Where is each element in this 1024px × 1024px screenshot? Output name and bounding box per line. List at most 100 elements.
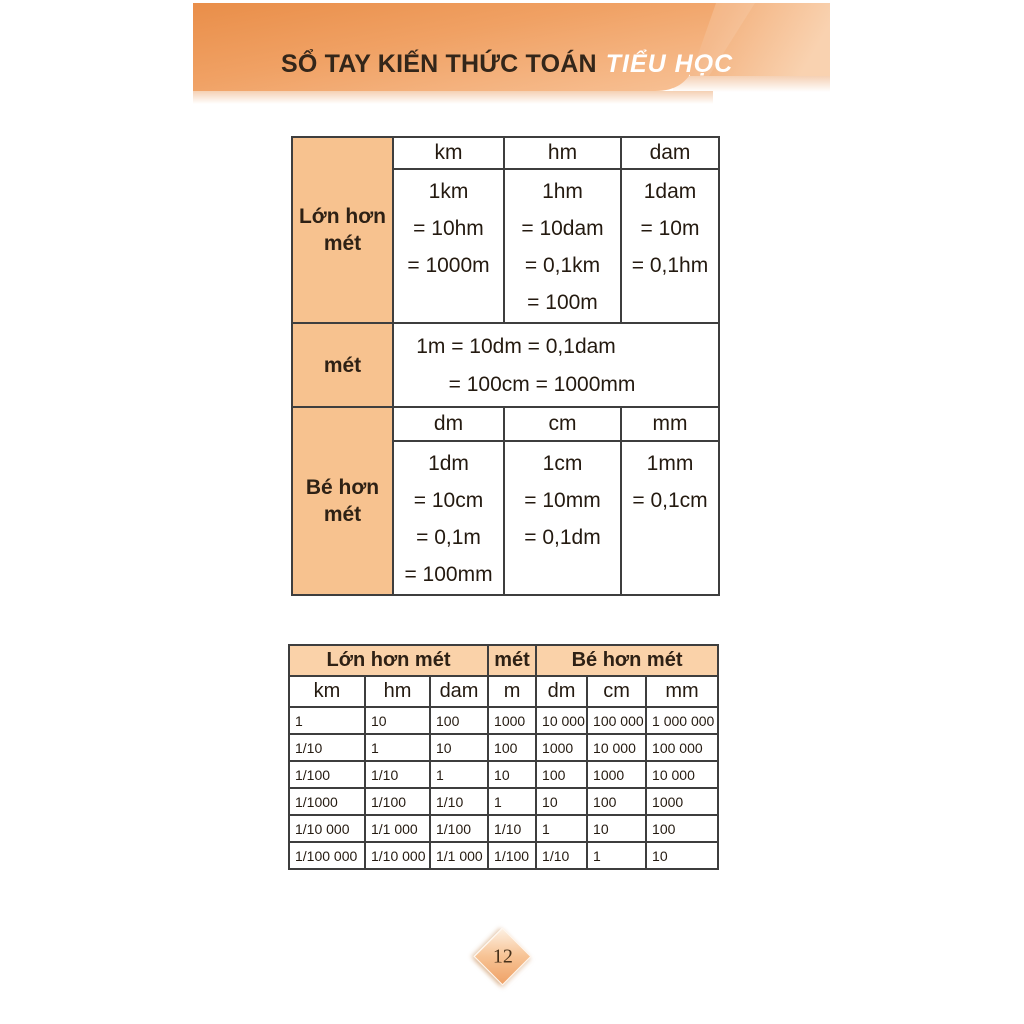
matrix-cell: 1 — [364, 733, 431, 762]
banner-ribbon-main — [193, 3, 716, 91]
matrix-cell: 1/10 — [364, 760, 431, 789]
matrix-cell: 1/100 — [288, 760, 366, 789]
conversion-line: 1dm — [428, 452, 469, 475]
matrix-cell: 100 000 — [645, 733, 720, 762]
header-banner: SỔ TAY KIẾN THỨC TOÁN TIỂU HỌC — [193, 0, 830, 108]
conversion-line: = 1000m — [407, 254, 490, 277]
matrix-row: 1/100 1/10 1 10 100 1000 10 000 — [288, 760, 720, 789]
matrix-unit-cm: cm — [586, 675, 648, 708]
conversion-cell-cm: 1cm = 10mm = 0,1dm — [503, 440, 622, 596]
conversion-line: 1km — [428, 180, 469, 203]
matrix-cell: 100 — [586, 787, 648, 816]
conversion-cell-meter: 1m = 10dm = 0,1dam = 100cm = 1000mm — [392, 322, 720, 408]
page-title-accent: TIỂU HỌC — [605, 50, 734, 78]
matrix-cell: 1000 — [586, 760, 648, 789]
unit-header-dm: dm — [392, 406, 505, 442]
matrix-cell: 100 000 — [586, 706, 648, 735]
page-number: 12 — [492, 945, 513, 967]
matrix-cell: 1/1000 — [288, 787, 366, 816]
matrix-cell: 10 — [645, 841, 720, 870]
matrix-cell: 1/10 — [288, 733, 366, 762]
matrix-row: 1/10 1 10 100 1000 10 000 100 000 — [288, 733, 720, 762]
unit-header-cm: cm — [503, 406, 622, 442]
group-label-meter: mét — [291, 322, 394, 408]
matrix-row: 1 10 100 1000 10 000 100 000 1 000 000 — [288, 706, 720, 735]
matrix-cell: 1000 — [645, 787, 720, 816]
matrix-cell: 1 — [428, 760, 490, 789]
conversion-cell-hm: 1hm = 10dam = 0,1km = 100m — [503, 168, 622, 324]
matrix-group-meter: mét — [487, 644, 538, 677]
matrix-cell: 1/100 — [487, 841, 538, 870]
matrix-cell: 1/10 — [535, 841, 589, 870]
conversion-cell-dam: 1dam = 10m = 0,1hm — [620, 168, 720, 324]
conversion-line: 1m = 10dm = 0,1dam — [416, 335, 616, 358]
conversion-line: = 100m — [527, 291, 598, 314]
matrix-cell: 1 — [487, 787, 538, 816]
matrix-unit-m: m — [487, 675, 538, 708]
conversion-line: = 10dam — [521, 217, 604, 240]
matrix-row: 1/100 000 1/10 000 1/1 000 1/100 1/10 1 … — [288, 841, 720, 870]
matrix-cell: 10 000 — [535, 706, 589, 735]
matrix-cell: 1 — [288, 706, 366, 735]
matrix-cell: 1/1 000 — [364, 814, 431, 843]
banner-ribbon-light — [690, 3, 830, 76]
matrix-cell: 100 — [487, 733, 538, 762]
matrix-unit-hm: hm — [364, 675, 431, 708]
conversion-line: = 0,1m — [416, 526, 481, 549]
matrix-cell: 1/100 000 — [288, 841, 366, 870]
matrix-cell: 10 — [586, 814, 648, 843]
conversion-line: = 10mm — [524, 489, 601, 512]
matrix-cell: 1/1 000 — [428, 841, 490, 870]
conversion-line: = 0,1cm — [632, 489, 708, 512]
conversion-cell-mm: 1mm = 0,1cm — [620, 440, 720, 596]
matrix-group-smaller-than-meter: Bé hơn mét — [535, 644, 720, 677]
page-number-badge: 12 — [473, 927, 532, 986]
conversion-line: = 100cm = 1000mm — [448, 373, 636, 396]
conversion-line: = 0,1km — [524, 254, 601, 277]
conversion-cell-km: 1km = 10hm = 1000m — [392, 168, 505, 324]
conversion-line: 1hm — [542, 180, 583, 203]
matrix-unit-mm: mm — [645, 675, 720, 708]
page-title-main: SỔ TAY KIẾN THỨC TOÁN — [281, 50, 597, 78]
unit-header-hm: hm — [503, 136, 622, 170]
matrix-cell: 100 — [535, 760, 589, 789]
matrix-cell: 1/10 000 — [364, 841, 431, 870]
matrix-row: 1/10 000 1/1 000 1/100 1/10 1 10 100 — [288, 814, 720, 843]
conversion-line: = 0,1hm — [631, 254, 709, 277]
matrix-cell: 10 — [487, 760, 538, 789]
conversion-line: = 10cm — [413, 489, 484, 512]
matrix-unit-dm: dm — [535, 675, 589, 708]
conversion-line: = 10m — [640, 217, 700, 240]
page-title: SỔ TAY KIẾN THỨC TOÁN TIỂU HỌC — [281, 50, 733, 79]
length-units-detail-table: Lớn hơn mét km hm dam 1km = 10hm = 1000m… — [291, 136, 720, 596]
matrix-cell: 10 000 — [586, 733, 648, 762]
matrix-unit-km: km — [288, 675, 366, 708]
matrix-cell: 1/100 — [428, 814, 490, 843]
conversion-line: 1dam — [643, 180, 697, 203]
unit-header-mm: mm — [620, 406, 720, 442]
group-label-larger-than-meter: Lớn hơn mét — [291, 136, 394, 324]
conversion-line: = 0,1dm — [524, 526, 601, 549]
matrix-cell: 1/10 — [487, 814, 538, 843]
conversion-line: = 10hm — [413, 217, 484, 240]
matrix-group-larger-than-meter: Lớn hơn mét — [287, 644, 490, 677]
matrix-unit-dam: dam — [428, 675, 490, 708]
conversion-line: 1mm — [646, 452, 694, 475]
matrix-cell: 100 — [428, 706, 490, 735]
banner-ribbon-graphic — [193, 3, 830, 104]
unit-header-dam: dam — [620, 136, 720, 170]
length-units-matrix-table: Lớn hơn mét mét Bé hơn mét km hm dam m d… — [287, 644, 720, 870]
matrix-cell: 100 — [645, 814, 720, 843]
unit-header-km: km — [392, 136, 505, 170]
group-label-smaller-than-meter: Bé hơn mét — [291, 406, 394, 596]
matrix-cell: 10 — [535, 787, 589, 816]
matrix-cell: 1000 — [535, 733, 589, 762]
matrix-cell: 1000 — [487, 706, 538, 735]
matrix-row: 1/1000 1/100 1/10 1 10 100 1000 — [288, 787, 720, 816]
matrix-cell: 1 — [535, 814, 589, 843]
matrix-cell: 1/10 — [428, 787, 490, 816]
matrix-cell: 1/100 — [364, 787, 431, 816]
matrix-cell: 1 — [586, 841, 648, 870]
conversion-line: 1cm — [542, 452, 583, 475]
matrix-cell: 10 — [364, 706, 431, 735]
